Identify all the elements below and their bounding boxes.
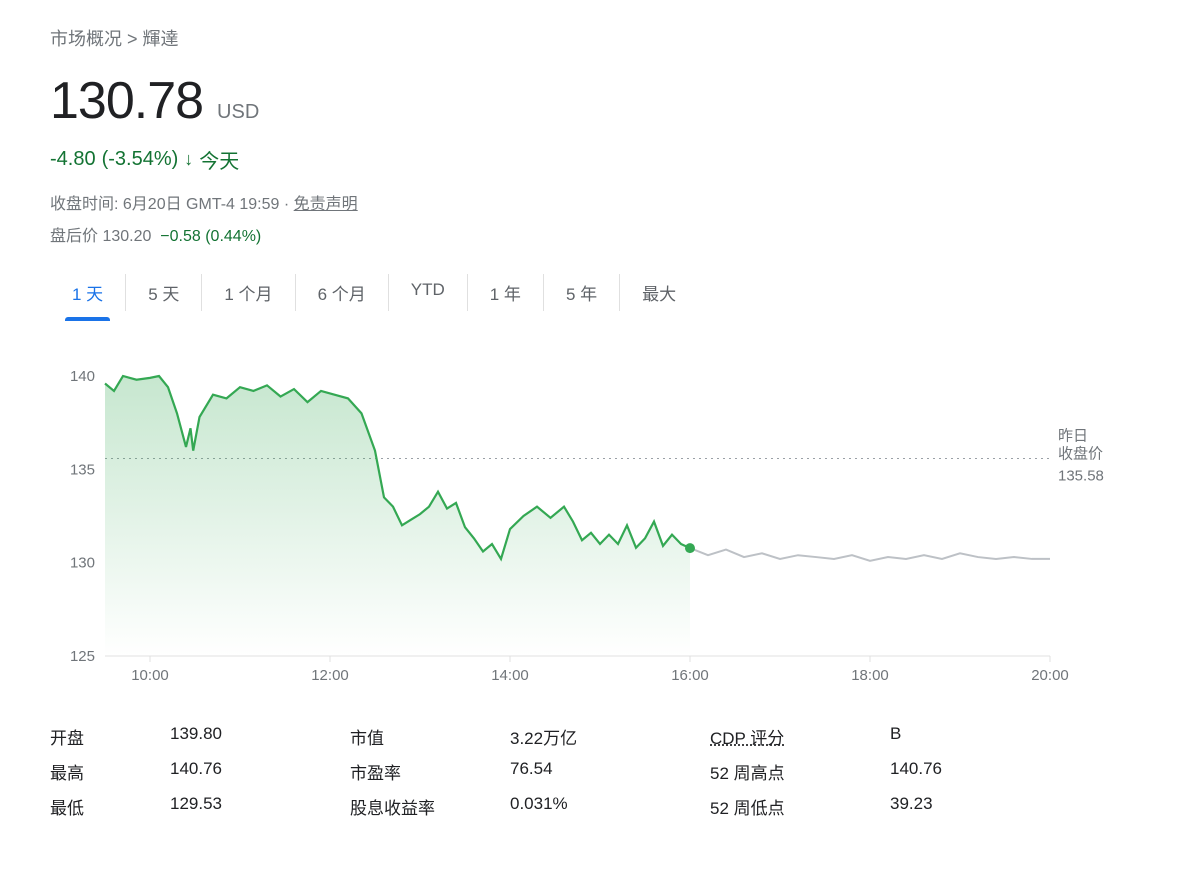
stock-quote-panel: 市场概况 > 輝達 130.78 USD -4.80 (-3.54%) ↓ 今天… — [0, 0, 1200, 849]
range-tab-4[interactable]: YTD — [389, 274, 468, 311]
svg-text:135: 135 — [70, 461, 95, 478]
stat-value: 39.23 — [890, 794, 1010, 819]
stat-label: 市盈率 — [350, 759, 510, 784]
breadcrumb-current: 輝達 — [143, 29, 179, 49]
svg-text:135.58: 135.58 — [1058, 468, 1104, 485]
change-abs: -4.80 — [50, 148, 96, 171]
close-info: 收盘时间: 6月20日 GMT-4 19:59 · 免责声明 — [50, 190, 1150, 214]
stat-label: CDP 评分 — [710, 724, 890, 749]
today-label: 今天 — [199, 145, 239, 174]
svg-text:14:00: 14:00 — [491, 667, 529, 684]
stat-value: 3.22万亿 — [510, 724, 710, 749]
range-tab-5[interactable]: 1 年 — [468, 274, 544, 311]
stat-value: 139.80 — [170, 724, 350, 749]
disclaimer-link[interactable]: 免责声明 — [294, 196, 358, 213]
svg-text:收盘价: 收盘价 — [1058, 445, 1103, 463]
close-prefix: 收盘时间: — [50, 196, 118, 213]
svg-text:18:00: 18:00 — [851, 667, 889, 684]
stat-label: 52 周低点 — [710, 794, 890, 819]
range-tab-2[interactable]: 1 个月 — [202, 274, 295, 311]
svg-text:10:00: 10:00 — [131, 667, 169, 684]
price-chart: 125 130 135 140 10:00 12:00 14:00 16:00 18:00 20:… — [50, 366, 1150, 696]
range-tab-1[interactable]: 5 天 — [126, 274, 202, 311]
range-tab-7[interactable]: 最大 — [620, 274, 698, 311]
after-hours-row: 盘后价 130.20 −0.58 (0.44%) — [50, 222, 1150, 246]
stat-label: 最低 — [50, 794, 170, 819]
arrow-down-icon: ↓ — [184, 149, 193, 170]
stat-value: 0.031% — [510, 794, 710, 819]
afterhours-change: −0.58 (0.44%) — [160, 228, 261, 245]
afterhours-price: 130.20 — [102, 228, 151, 245]
range-tabs: 1 天5 天1 个月6 个月YTD1 年5 年最大 — [50, 274, 1150, 311]
range-tab-0[interactable]: 1 天 — [50, 274, 126, 311]
stat-value: 140.76 — [890, 759, 1010, 784]
stat-label: 最高 — [50, 759, 170, 784]
svg-text:16:00: 16:00 — [671, 667, 709, 684]
currency-label: USD — [217, 101, 259, 124]
price-change: -4.80 (-3.54%) ↓ 今天 — [50, 145, 1150, 174]
chart-svg: 125 130 135 140 10:00 12:00 14:00 16:00 18:00 20:… — [50, 366, 1140, 696]
last-price: 130.78 — [50, 71, 203, 131]
svg-text:140: 140 — [70, 368, 95, 385]
close-sep: · — [284, 196, 294, 213]
stat-value: 140.76 — [170, 759, 350, 784]
stat-value: B — [890, 724, 1010, 749]
key-stats-grid: 开盘139.80市值3.22万亿CDP 评分B最高140.76市盈率76.545… — [50, 724, 1150, 819]
price-row: 130.78 USD — [50, 71, 1150, 131]
breadcrumb-parent[interactable]: 市场概况 — [50, 29, 122, 49]
stat-value: 76.54 — [510, 759, 710, 784]
stat-label: 开盘 — [50, 724, 170, 749]
stat-label: 52 周高点 — [710, 759, 890, 784]
range-tab-3[interactable]: 6 个月 — [296, 274, 389, 311]
afterhours-label: 盘后价 — [50, 228, 98, 245]
range-tab-6[interactable]: 5 年 — [544, 274, 620, 311]
close-time: 6月20日 GMT-4 19:59 — [123, 196, 280, 213]
svg-text:昨日: 昨日 — [1058, 428, 1088, 445]
breadcrumb-sep: > — [127, 29, 143, 49]
svg-text:12:00: 12:00 — [311, 667, 349, 684]
stat-label: 市值 — [350, 724, 510, 749]
svg-text:20:00: 20:00 — [1031, 667, 1069, 684]
svg-text:130: 130 — [70, 555, 95, 572]
change-pct: (-3.54%) — [102, 148, 179, 171]
stat-label: 股息收益率 — [350, 794, 510, 819]
breadcrumb: 市场概况 > 輝達 — [50, 25, 1150, 51]
stat-value: 129.53 — [170, 794, 350, 819]
svg-text:125: 125 — [70, 648, 95, 665]
